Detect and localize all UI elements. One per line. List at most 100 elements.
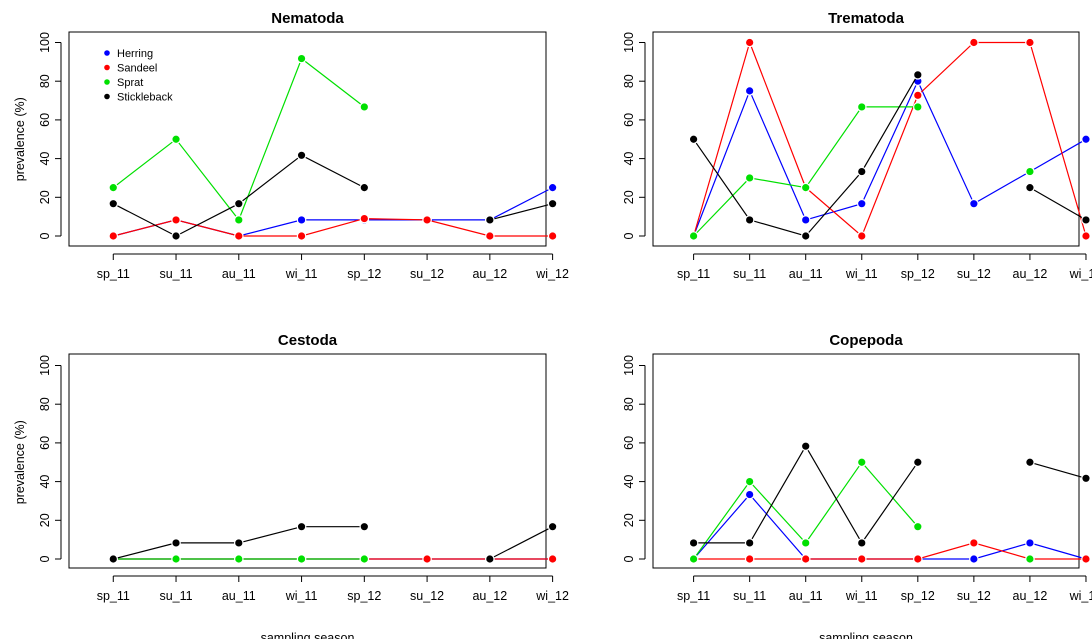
x-tick-label: wi_12 xyxy=(535,589,569,603)
data-point xyxy=(171,215,181,225)
data-point xyxy=(856,166,867,177)
data-point xyxy=(856,538,867,548)
y-tick-label: 0 xyxy=(622,555,636,562)
x-tick-label: au_12 xyxy=(1013,267,1048,281)
x-axis-title: sampling season xyxy=(819,631,913,639)
data-point xyxy=(688,134,699,145)
data-point xyxy=(856,231,867,241)
series-stickleback xyxy=(108,521,558,564)
series-line xyxy=(693,79,1087,237)
y-tick-label: 100 xyxy=(622,355,636,376)
data-point xyxy=(233,198,244,209)
data-point xyxy=(1081,473,1091,484)
y-tick-label: 60 xyxy=(622,113,636,127)
series-sprat xyxy=(688,102,1035,241)
legend-marker xyxy=(104,64,110,71)
data-point xyxy=(359,182,370,193)
data-point xyxy=(856,102,867,112)
data-point xyxy=(856,198,867,209)
panel-title: Cestoda xyxy=(278,332,338,349)
panel-nematoda: Nematoda 0 20 40 60 80 100 prevalence (%) sp_11 s… xyxy=(13,10,569,281)
data-point xyxy=(296,53,307,64)
x-tick-label: sp_12 xyxy=(347,267,381,281)
panel-cestoda: Cestoda 0 20 40 60 80 100 prevalence (%) sp_11 su… xyxy=(13,332,569,639)
data-point xyxy=(485,231,495,241)
data-point xyxy=(856,554,867,564)
data-point xyxy=(547,521,558,532)
data-point xyxy=(744,37,755,48)
data-point xyxy=(1025,182,1035,193)
data-point xyxy=(108,554,119,564)
data-point xyxy=(1081,554,1091,564)
x-tick-label: su_12 xyxy=(957,589,991,603)
y-tick-label: 100 xyxy=(38,32,52,53)
y-tick-label: 0 xyxy=(622,232,636,239)
y-tick-label: 80 xyxy=(38,397,52,411)
data-point xyxy=(969,198,979,209)
data-point xyxy=(744,538,755,548)
data-point xyxy=(913,70,923,80)
data-point xyxy=(547,554,558,564)
y-tick-label: 20 xyxy=(622,190,636,204)
data-point xyxy=(171,134,181,145)
series-line xyxy=(113,217,553,237)
series-stickleback xyxy=(108,150,558,241)
y-tick-label: 20 xyxy=(622,513,636,527)
data-point xyxy=(108,231,119,241)
data-point xyxy=(744,476,755,487)
panel-title: Trematoda xyxy=(828,10,905,27)
x-tick-label: su_11 xyxy=(159,267,192,281)
y-axis-title: prevalence (%) xyxy=(13,97,27,181)
x-tick-label: sp_12 xyxy=(901,267,935,281)
x-tick-label: su_12 xyxy=(410,589,444,603)
data-point xyxy=(800,538,811,548)
data-point xyxy=(359,102,370,112)
data-point xyxy=(688,231,699,241)
data-point xyxy=(744,489,755,500)
data-point xyxy=(296,215,307,225)
data-point xyxy=(1025,37,1035,48)
x-tick-label: sp_12 xyxy=(901,589,935,603)
y-tick-label: 80 xyxy=(622,397,636,411)
data-point xyxy=(1025,457,1035,468)
data-point xyxy=(108,198,119,209)
data-point xyxy=(800,231,811,241)
x-tick-label: su_12 xyxy=(410,267,444,281)
legend-label: Sprat xyxy=(117,77,143,89)
data-point xyxy=(1081,215,1091,225)
x-tick-label: su_11 xyxy=(733,589,766,603)
x-tick-label: wi_11 xyxy=(845,267,878,281)
y-tick-label: 80 xyxy=(622,74,636,88)
series-line xyxy=(693,542,1086,560)
y-tick-label: 40 xyxy=(38,475,52,489)
plot-frame xyxy=(68,31,547,247)
legend-label: Sandeel xyxy=(117,63,157,75)
legend-label: Stickleback xyxy=(117,92,173,104)
series-sprat xyxy=(688,457,1035,564)
data-point xyxy=(744,215,755,225)
y-tick-label: 60 xyxy=(38,113,52,127)
x-tick-label: sp_11 xyxy=(677,589,710,603)
legend-marker xyxy=(104,50,110,56)
data-point xyxy=(171,231,181,241)
data-point xyxy=(485,215,495,225)
y-tick-label: 100 xyxy=(622,32,636,53)
data-point xyxy=(800,182,811,193)
data-point xyxy=(913,90,923,101)
plot-frame xyxy=(68,353,547,569)
data-point xyxy=(1025,166,1035,177)
x-tick-label: au_11 xyxy=(222,589,256,603)
data-point xyxy=(359,521,370,532)
panel-copepoda: Copepoda 0 20 40 60 80 100 sp_11 su_11 au_11 wi_11… xyxy=(622,332,1092,639)
plot-frame xyxy=(652,353,1080,569)
data-point xyxy=(233,215,244,225)
y-tick-label: 20 xyxy=(38,513,52,527)
data-point xyxy=(485,554,495,564)
data-point xyxy=(359,213,370,224)
data-point xyxy=(913,554,923,564)
data-point xyxy=(1025,538,1035,548)
data-point xyxy=(547,182,558,193)
panel-trematoda: Trematoda 0 20 40 60 80 100 sp_11 su_11 au_11 wi_1… xyxy=(622,10,1092,281)
y-tick-label: 40 xyxy=(38,152,52,166)
